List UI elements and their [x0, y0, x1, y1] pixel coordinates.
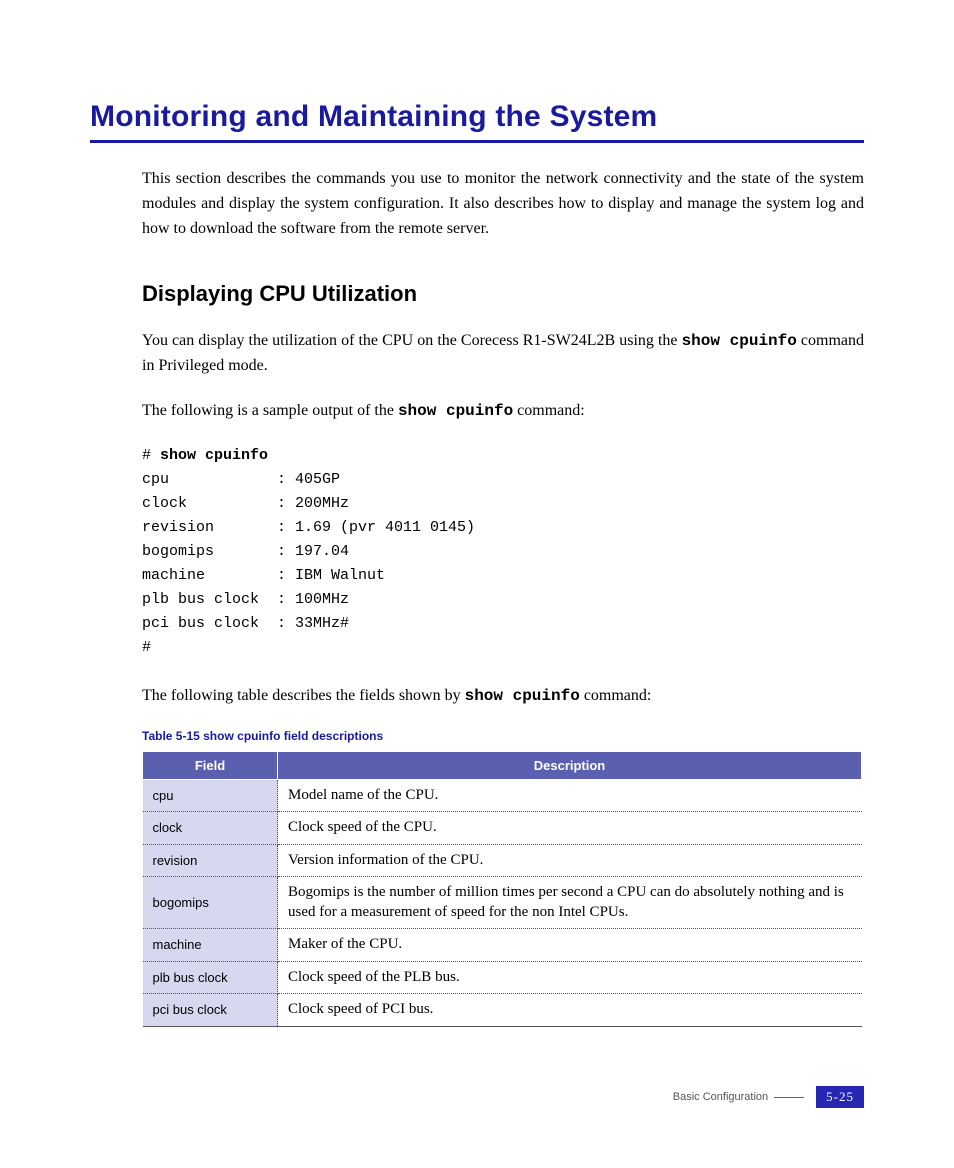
- code-block: # show cpuinfo cpu : 405GP clock : 200MH…: [142, 444, 864, 660]
- page-footer: Basic Configuration 5-25: [673, 1086, 864, 1108]
- table-row: plb bus clock Clock speed of the PLB bus…: [143, 961, 862, 994]
- th-field: Field: [143, 751, 278, 779]
- table-row: cpu Model name of the CPU.: [143, 779, 862, 812]
- desc-cell: Model name of the CPU.: [278, 779, 862, 812]
- code-line: pci bus clock : 33MHz#: [142, 615, 349, 632]
- page-number-badge: 5-25: [816, 1086, 864, 1108]
- field-cell: clock: [143, 812, 278, 845]
- field-cell: plb bus clock: [143, 961, 278, 994]
- table-row: revision Version information of the CPU.: [143, 844, 862, 877]
- desc-cell: Bogomips is the number of million times …: [278, 877, 862, 929]
- table-caption: Table 5-15 show cpuinfo field descriptio…: [142, 729, 864, 743]
- para2-post: command:: [513, 402, 585, 419]
- th-description: Description: [278, 751, 862, 779]
- code-line: plb bus clock : 100MHz: [142, 591, 349, 608]
- table-row: clock Clock speed of the CPU.: [143, 812, 862, 845]
- field-cell: pci bus clock: [143, 994, 278, 1027]
- code-line: cpu : 405GP: [142, 471, 340, 488]
- para3-cmd: show cpuinfo: [465, 687, 580, 705]
- code-line: bogomips : 197.04: [142, 543, 349, 560]
- cpuinfo-field-table: Field Description cpu Model name of the …: [142, 751, 862, 1027]
- field-cell: cpu: [143, 779, 278, 812]
- table-row: pci bus clock Clock speed of PCI bus.: [143, 994, 862, 1027]
- field-cell: revision: [143, 844, 278, 877]
- para1-cmd: show cpuinfo: [682, 332, 797, 350]
- field-cell: bogomips: [143, 877, 278, 929]
- code-line: #: [142, 639, 151, 656]
- field-cell: machine: [143, 929, 278, 962]
- para2-pre: The following is a sample output of the: [142, 402, 398, 419]
- section-para-3: The following table describes the fields…: [90, 684, 864, 709]
- footer-label: Basic Configuration: [673, 1091, 768, 1103]
- code-line: clock : 200MHz: [142, 495, 349, 512]
- page: Monitoring and Maintaining the System Th…: [0, 0, 954, 1168]
- main-title: Monitoring and Maintaining the System: [90, 100, 864, 134]
- table-row: bogomips Bogomips is the number of milli…: [143, 877, 862, 929]
- footer-rule: [774, 1097, 804, 1098]
- para1-the: the: [658, 332, 682, 349]
- table-header-row: Field Description: [143, 751, 862, 779]
- para2-cmd: show cpuinfo: [398, 402, 513, 420]
- code-prompt: #: [142, 447, 160, 464]
- code-command: show cpuinfo: [160, 447, 268, 464]
- code-line: revision : 1.69 (pvr 4011 0145): [142, 519, 475, 536]
- section-para-2: The following is a sample output of the …: [90, 399, 864, 424]
- section-heading: Displaying CPU Utilization: [142, 281, 864, 307]
- desc-cell: Version information of the CPU.: [278, 844, 862, 877]
- intro-paragraph: This section describes the commands you …: [90, 167, 864, 241]
- table-row: machine Maker of the CPU.: [143, 929, 862, 962]
- desc-cell: Clock speed of PCI bus.: [278, 994, 862, 1027]
- code-line: machine : IBM Walnut: [142, 567, 385, 584]
- section-para-1: You can display the utilization of the C…: [90, 329, 864, 379]
- para3-post: command:: [580, 687, 652, 704]
- desc-cell: Maker of the CPU.: [278, 929, 862, 962]
- desc-cell: Clock speed of the PLB bus.: [278, 961, 862, 994]
- title-rule: [90, 140, 864, 143]
- desc-cell: Clock speed of the CPU.: [278, 812, 862, 845]
- para1-pre: You can display the utilization of the C…: [142, 332, 658, 349]
- para3-pre: The following table describes the fields…: [142, 687, 465, 704]
